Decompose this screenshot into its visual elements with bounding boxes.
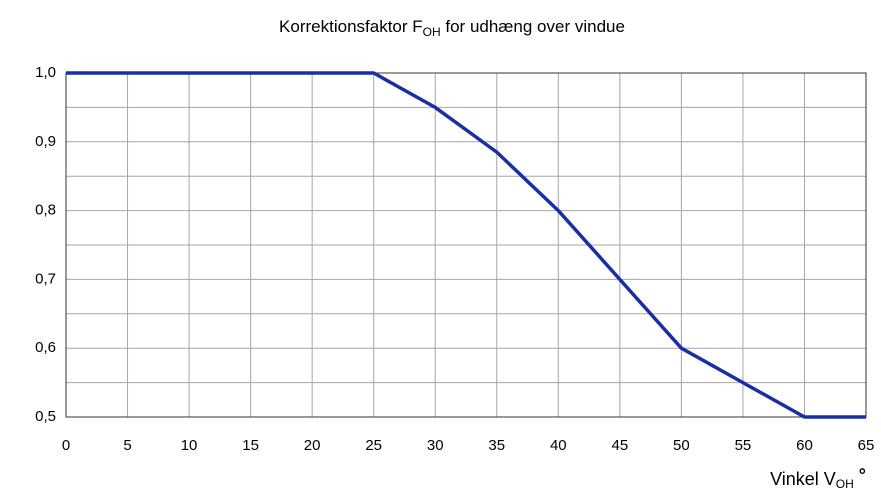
label-part: Vinkel V [770, 469, 836, 489]
title-part: for udhæng over vindue [441, 17, 625, 36]
x-tick-label: 15 [242, 437, 259, 454]
y-tick-label: 0,6 [35, 339, 56, 356]
x-tick-label: 60 [796, 437, 813, 454]
x-tick-label: 35 [488, 437, 505, 454]
label-part: ° [854, 465, 866, 485]
x-tick-label: 40 [550, 437, 567, 454]
x-tick-label: 10 [181, 437, 198, 454]
x-tick-label: 55 [735, 437, 752, 454]
title-subscript: OH [423, 25, 441, 39]
y-tick-label: 0,5 [35, 408, 56, 425]
x-tick-label: 25 [365, 437, 382, 454]
x-tick-label: 5 [123, 437, 131, 454]
chart-title: Korrektionsfaktor FOH for udhæng over vi… [279, 17, 625, 39]
y-tick-label: 0,9 [35, 133, 56, 150]
y-tick-label: 0,7 [35, 270, 56, 287]
x-tick-label: 30 [427, 437, 444, 454]
plot-border [65, 72, 867, 418]
x-tick-label: 45 [612, 437, 629, 454]
label-subscript: OH [836, 477, 854, 491]
x-tick-label: 50 [673, 437, 690, 454]
x-axis-label: Vinkel VOH ° [770, 465, 866, 491]
data-line [66, 71, 866, 419]
x-tick-label: 65 [858, 437, 875, 454]
y-tick-label: 1,0 [35, 64, 56, 81]
y-tick-label: 0,8 [35, 202, 56, 219]
title-part: Korrektionsfaktor F [279, 17, 423, 36]
x-tick-label: 20 [304, 437, 321, 454]
x-tick-label: 0 [62, 437, 70, 454]
